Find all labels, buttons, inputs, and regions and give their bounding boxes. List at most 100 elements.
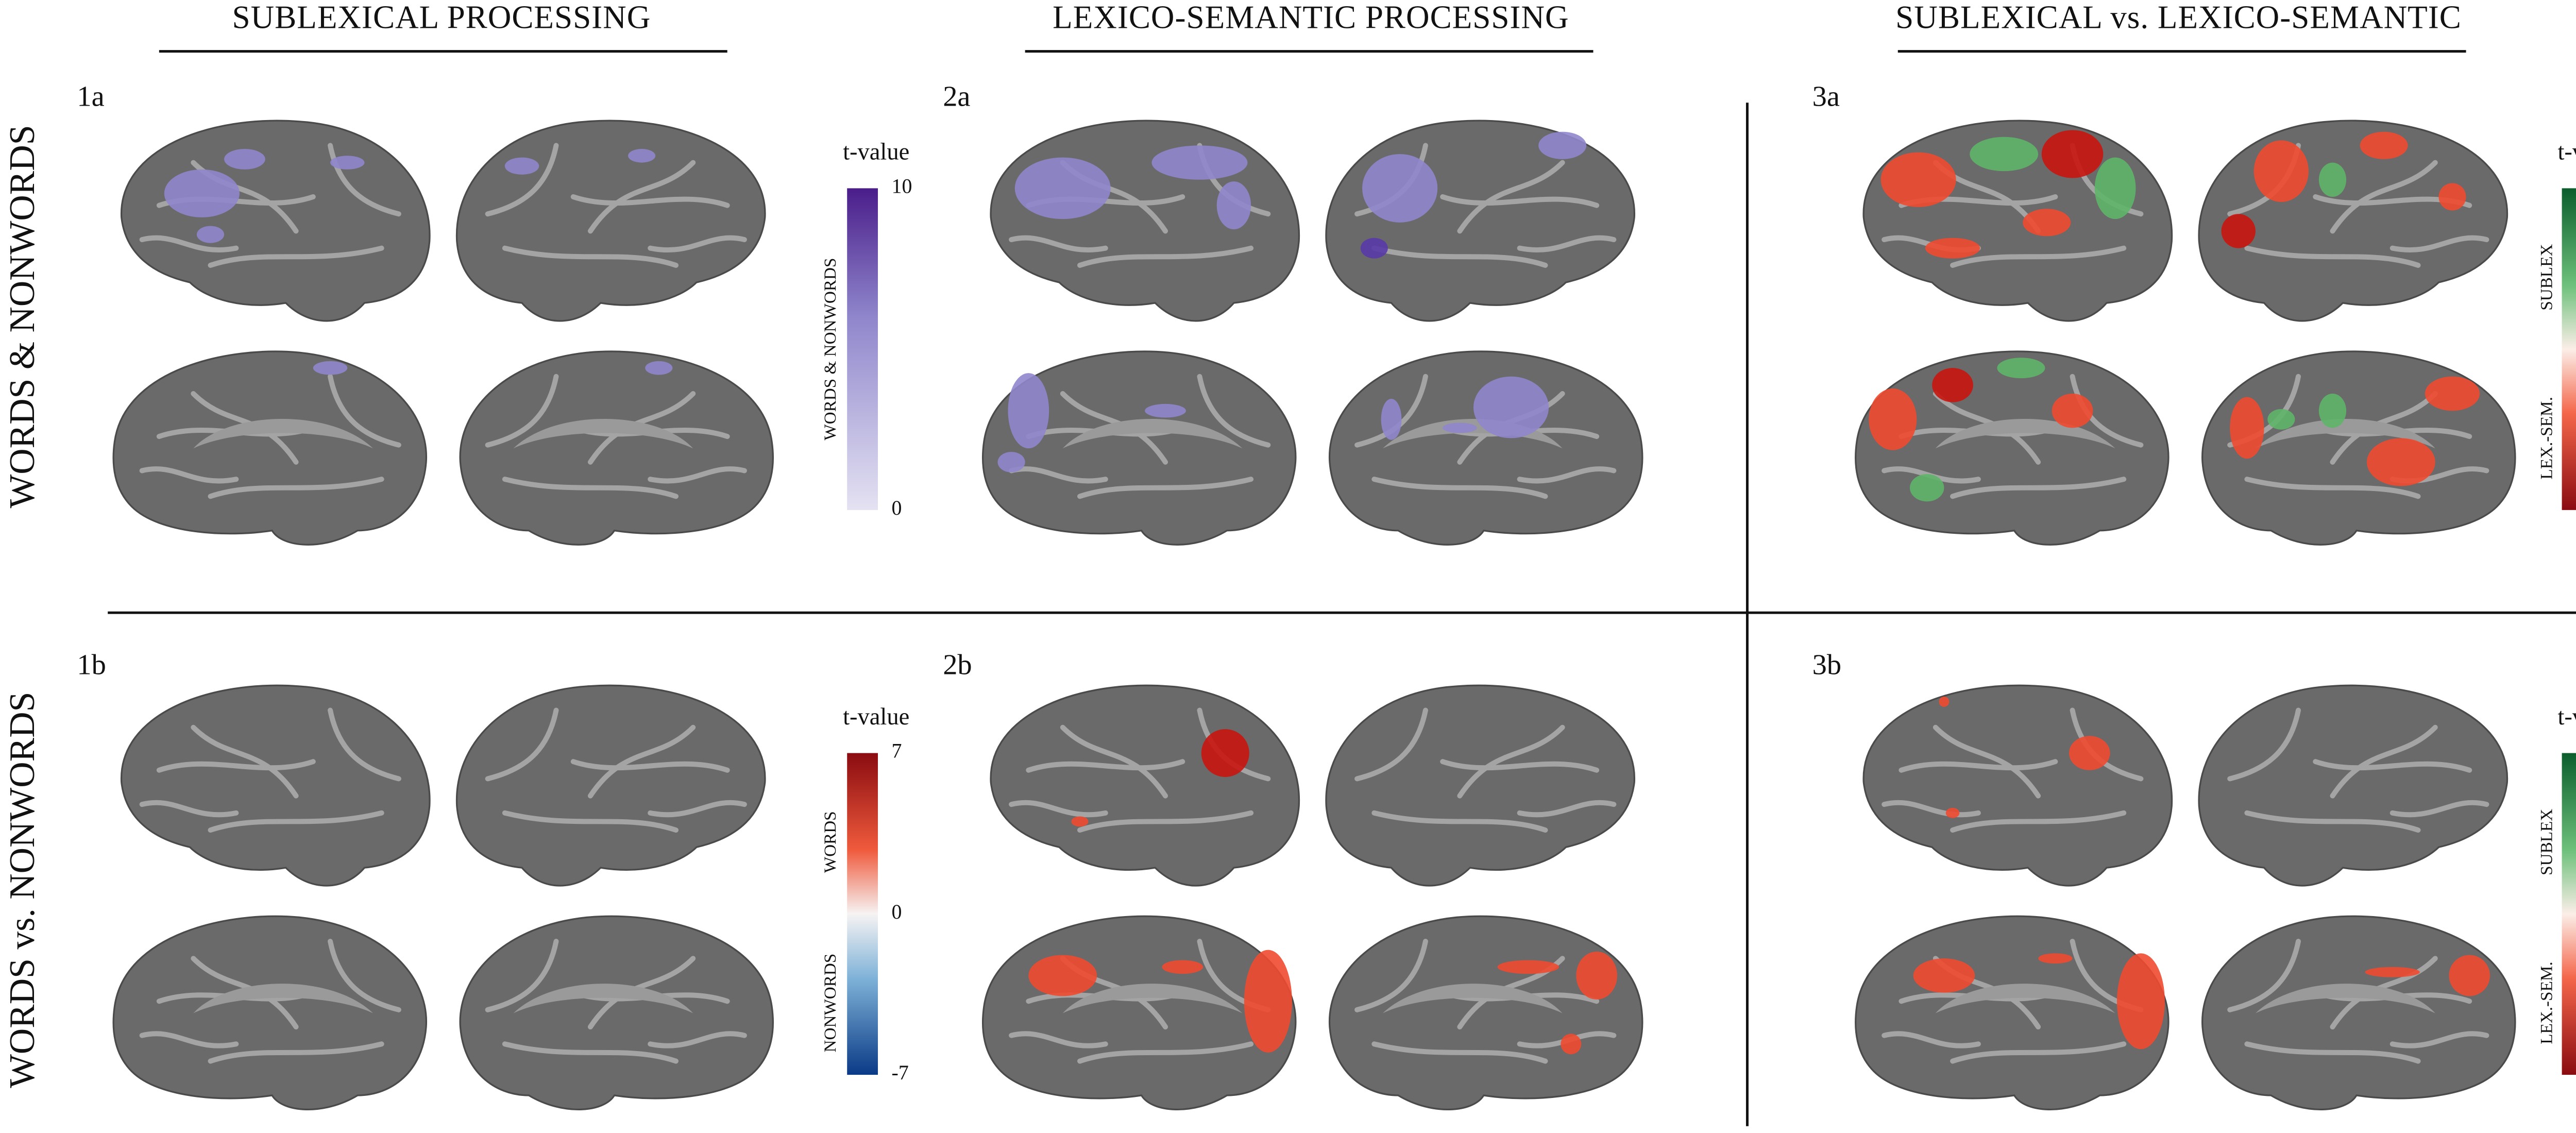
sulcus [1950, 810, 2127, 833]
sulcus [648, 800, 747, 818]
colorbar-title: t-value [843, 704, 909, 730]
cortex [1862, 684, 2173, 887]
sulcus [648, 1031, 747, 1049]
activation [1869, 388, 1917, 450]
sulcus [2330, 391, 2438, 465]
brain [1325, 120, 1635, 322]
sulcus [502, 810, 679, 833]
activation [1362, 154, 1438, 223]
corpus-callosum [1382, 984, 1563, 1013]
sulcus [587, 160, 696, 234]
activation [1997, 358, 2045, 379]
sulcus [2313, 759, 2472, 773]
sulcus [139, 800, 239, 818]
brain [455, 684, 766, 887]
activation [1561, 1034, 1582, 1055]
brain [1862, 120, 2173, 322]
cortex [2198, 684, 2508, 887]
sulcus [1077, 810, 1254, 833]
activation [628, 148, 656, 163]
sulcus [1354, 938, 1428, 1012]
activation [1970, 137, 2039, 172]
activation [2438, 183, 2466, 211]
colorbar-label: LEX.-SEM. [2537, 397, 2556, 479]
brain [2198, 120, 2508, 322]
cortex [990, 120, 1300, 322]
sulcus [191, 956, 299, 1030]
cortex [1855, 350, 2170, 546]
sulcus [139, 466, 239, 484]
panel-label: 1b [77, 649, 106, 681]
activation [2023, 209, 2071, 236]
activation [2069, 736, 2110, 770]
activation [2366, 438, 2435, 486]
colorbar-label: SUBLEX [2537, 809, 2556, 875]
cortex [1325, 120, 1635, 322]
colorbar [847, 188, 878, 510]
cortex [121, 684, 431, 887]
sulcus [1026, 759, 1185, 773]
activation [1925, 238, 1980, 259]
activation [1473, 376, 1549, 438]
activation [1014, 157, 1111, 219]
sulcus [1950, 1041, 2127, 1064]
colorbar-label: WORDS [821, 811, 840, 873]
panel-label: 3a [1812, 81, 1840, 113]
panel-label: 2a [943, 81, 970, 113]
corpus-callosum [2255, 418, 2435, 449]
activation [2230, 397, 2264, 459]
sulcus [1060, 391, 1168, 465]
sulcus [502, 477, 679, 499]
colorbar [2562, 753, 2576, 1075]
sulcus [2389, 800, 2489, 818]
sulcus [485, 374, 559, 448]
sulcus [648, 235, 747, 253]
sulcus [328, 707, 401, 782]
sulcus [1933, 391, 2041, 465]
colorbar [2562, 188, 2576, 510]
activation [2360, 131, 2408, 159]
activation [1880, 152, 1956, 207]
activation [1028, 955, 1097, 996]
cortex [990, 684, 1300, 887]
activation [1576, 951, 1617, 1000]
colorbar-tick: 7 [892, 739, 902, 763]
colorbar [847, 753, 878, 1075]
corpus-callosum [1935, 984, 2115, 1013]
sulcus [570, 194, 730, 208]
sulcus [587, 724, 696, 799]
sulcus [1009, 466, 1108, 484]
sulcus [1077, 245, 1254, 268]
activation [1497, 960, 1560, 974]
sulcus [1933, 724, 2041, 799]
sulcus [208, 1041, 384, 1064]
sulcus [2389, 235, 2489, 253]
sulcus [1457, 160, 1565, 234]
activation [2318, 394, 2347, 428]
cortex [1329, 915, 1643, 1111]
sulcus [485, 707, 559, 782]
colorbar-title: t-value [843, 139, 909, 165]
sulcus [328, 374, 401, 448]
sulcus [139, 1031, 239, 1049]
sulcus [1197, 374, 1271, 448]
activation [504, 157, 539, 175]
activation [645, 361, 673, 375]
sulcus [208, 477, 384, 499]
sulcus [328, 938, 401, 1012]
sulcus [1077, 477, 1254, 499]
sulcus [1009, 1031, 1108, 1049]
sulcus [502, 245, 679, 268]
activation [2253, 140, 2309, 202]
cortex [455, 120, 766, 322]
activation [1910, 474, 1944, 502]
sulcus [570, 759, 730, 773]
sulcus [156, 759, 316, 773]
corpus-callosum [193, 418, 374, 449]
activation [2041, 130, 2104, 178]
activation [1945, 807, 1960, 818]
activation [1381, 398, 1402, 440]
cortex [981, 350, 1297, 546]
sulcus [208, 245, 384, 268]
